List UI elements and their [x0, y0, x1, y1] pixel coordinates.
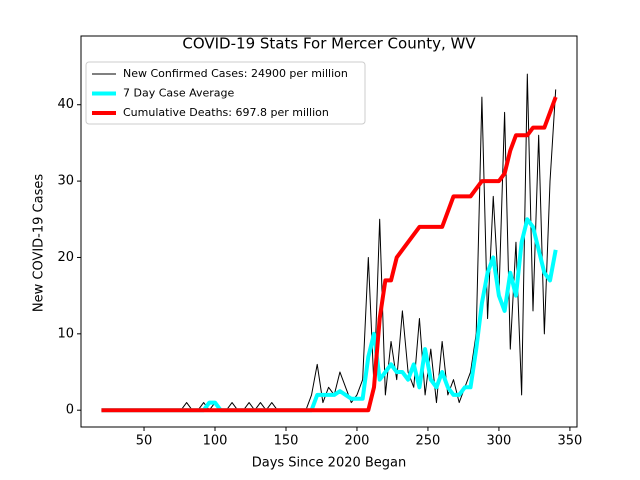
x-tick-label: 250: [416, 434, 441, 449]
x-axis-label: Days Since 2020 Began: [252, 456, 407, 471]
y-tick-label: 30: [57, 174, 74, 189]
y-tick-label: 0: [66, 403, 74, 418]
plot-frame: [80, 35, 578, 428]
y-tick-label: 40: [57, 97, 74, 112]
legend-box: [85, 61, 366, 125]
y-tick-label: 20: [57, 250, 74, 265]
x-tick-label: 50: [136, 434, 153, 449]
chart-title: COVID-19 Stats For Mercer County, WV: [182, 35, 476, 53]
x-tick-label: 100: [203, 434, 228, 449]
series-line: [101, 96, 558, 413]
series-line: [101, 73, 557, 411]
x-tick-label: 200: [345, 434, 370, 449]
y-axis-label: New COVID-19 Cases: [32, 174, 47, 312]
y-tick-label: 10: [57, 326, 74, 341]
x-tick-label: 350: [557, 434, 582, 449]
legend-label: New Confirmed Cases: 24900 per million: [123, 67, 348, 80]
legend-label: 7 Day Case Average: [123, 87, 235, 100]
x-tick-label: 300: [487, 434, 512, 449]
x-tick-label: 150: [274, 434, 299, 449]
legend-label: Cumulative Deaths: 697.8 per million: [123, 106, 329, 119]
